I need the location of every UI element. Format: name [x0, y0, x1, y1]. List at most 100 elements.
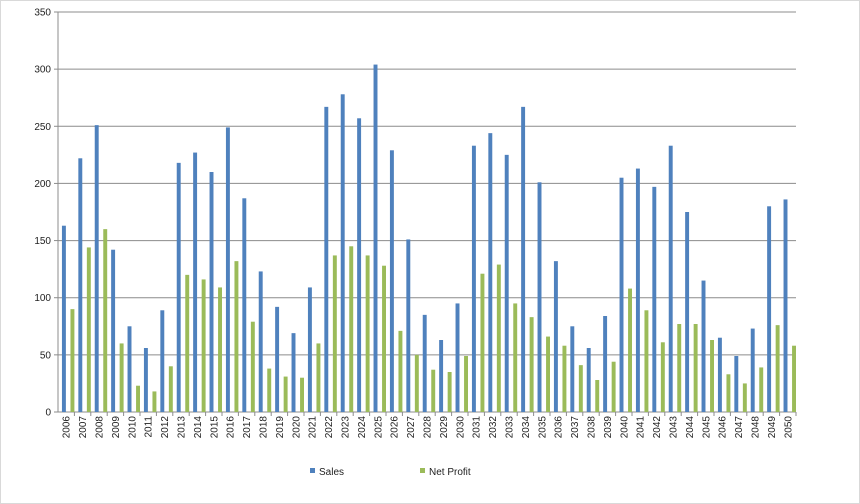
sales-bar	[521, 106, 526, 413]
x-tick-label: 2019	[275, 416, 286, 439]
sales-bar	[176, 162, 181, 412]
x-tick-label: 2009	[111, 416, 122, 439]
net-profit-bar	[792, 345, 796, 412]
net-profit-bar	[201, 279, 206, 412]
net-profit-bar	[496, 264, 501, 412]
x-tick-label: 2032	[488, 416, 499, 439]
net-profit-bar	[726, 374, 731, 412]
x-tick-label: 2046	[718, 416, 729, 439]
x-tick-label: 2025	[373, 416, 384, 439]
x-tick-label: 2031	[472, 416, 483, 439]
x-tick-label: 2015	[209, 416, 220, 439]
sales-bar	[504, 154, 509, 413]
sales-bar	[307, 287, 312, 412]
sales-bar	[652, 186, 657, 412]
x-tick-label: 2014	[193, 416, 204, 439]
x-tick-label: 2048	[751, 416, 762, 439]
sales-bar	[225, 127, 230, 413]
net-profit-bar	[595, 380, 600, 412]
x-tick-label: 2012	[160, 416, 171, 439]
net-profit-bar	[234, 261, 239, 412]
net-profit-bar	[710, 340, 714, 412]
sales-bar	[537, 182, 542, 412]
sales-bar	[701, 280, 706, 412]
net-profit-bar	[562, 345, 567, 412]
net-profit-bar	[300, 377, 304, 412]
x-tick-label: 2021	[308, 416, 319, 439]
sales-bar	[143, 348, 148, 412]
x-tick-label: 2007	[78, 416, 89, 439]
sales-bar	[635, 168, 640, 412]
net-profit-bar	[513, 303, 518, 412]
net-profit-bar	[628, 288, 632, 412]
sales-bar	[160, 310, 165, 412]
x-tick-label: 2042	[652, 416, 663, 439]
x-tick-label: 2035	[537, 416, 548, 439]
net-profit-bar	[677, 324, 682, 412]
net-profit-bar	[660, 342, 665, 412]
x-tick-label: 2028	[423, 416, 434, 439]
x-tick-label: 2018	[259, 416, 270, 439]
x-tick-label: 2011	[144, 416, 155, 438]
y-tick-label: 150	[34, 236, 51, 247]
x-tick-label: 2008	[95, 416, 106, 439]
net-profit-bar	[447, 372, 452, 412]
legend-net-profit-swatch	[420, 468, 425, 473]
x-tick-label: 2040	[619, 416, 630, 439]
sales-bar	[668, 145, 673, 412]
net-profit-bar	[611, 361, 616, 412]
sales-bar	[767, 206, 772, 412]
x-tick-label: 2020	[291, 416, 302, 439]
x-tick-label: 2050	[783, 416, 794, 439]
net-profit-bar	[218, 287, 222, 412]
net-profit-bar	[742, 383, 747, 412]
net-profit-bar	[775, 325, 780, 412]
sales-bar	[94, 125, 99, 412]
sales-bar	[406, 239, 411, 412]
sales-bar	[242, 198, 247, 412]
x-tick-label: 2037	[570, 416, 581, 439]
sales-bar	[439, 340, 444, 412]
net-profit-bar	[152, 391, 157, 412]
x-tick-label: 2049	[767, 416, 778, 439]
legend-sales-swatch	[310, 468, 315, 473]
sales-bar	[717, 337, 722, 412]
sales-bar	[373, 64, 378, 412]
net-profit-bar	[86, 247, 91, 412]
x-tick-label: 2026	[390, 416, 401, 439]
sales-bar	[570, 326, 575, 412]
sales-bar	[389, 150, 394, 413]
x-tick-label: 2024	[357, 416, 368, 439]
x-tick-label: 2034	[521, 416, 532, 439]
y-tick-label: 0	[45, 408, 51, 419]
x-tick-label: 2036	[554, 416, 565, 439]
sales-bar	[455, 303, 460, 412]
legend-sales-label: Sales	[319, 467, 344, 478]
sales-bar	[324, 106, 329, 413]
net-profit-bar	[332, 255, 337, 412]
net-profit-bar	[136, 385, 140, 412]
legend-net-profit-label: Net Profit	[429, 467, 471, 478]
sales-bar	[603, 316, 608, 412]
sales-bar	[619, 177, 624, 412]
net-profit-bar	[414, 354, 419, 412]
net-profit-bar	[349, 246, 354, 412]
x-tick-label: 2030	[455, 416, 466, 439]
x-tick-label: 2023	[341, 416, 352, 439]
sales-bar	[734, 356, 739, 412]
sales-bar	[61, 225, 66, 412]
net-profit-bar	[250, 321, 255, 412]
sales-bar	[111, 249, 116, 412]
net-profit-bar	[464, 356, 468, 412]
sales-bar	[291, 333, 296, 412]
x-tick-label: 2041	[636, 416, 647, 439]
sales-bar	[275, 306, 280, 412]
net-profit-bar	[546, 336, 550, 412]
sales-bar	[783, 199, 788, 412]
net-profit-bar	[185, 274, 190, 412]
x-tick-label: 2047	[734, 416, 745, 439]
net-profit-bar	[316, 343, 321, 412]
x-tick-label: 2045	[701, 416, 712, 439]
net-profit-bar	[431, 369, 436, 412]
net-profit-bar	[283, 376, 288, 412]
